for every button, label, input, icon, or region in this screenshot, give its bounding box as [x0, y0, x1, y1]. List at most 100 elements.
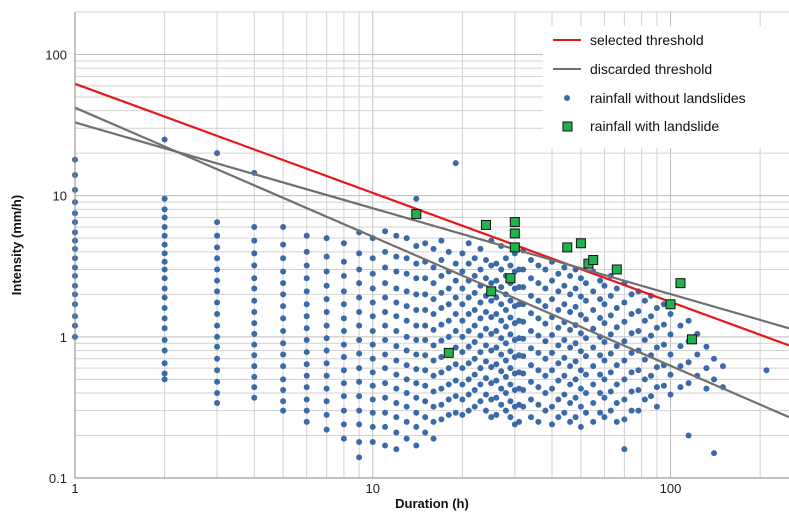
rainfall-without-landslide-point: [280, 351, 287, 358]
rainfall-without-landslide-point: [214, 355, 221, 362]
rainfall-without-landslide-point: [641, 396, 648, 403]
rainfall-without-landslide-point: [303, 262, 310, 269]
rainfall-without-landslide-point: [214, 333, 221, 340]
rainfall-without-landslide-point: [711, 450, 718, 457]
legend-swatch-rainfall-with-landslide: [562, 121, 573, 132]
rainfall-without-landslide-point: [280, 280, 287, 287]
rainfall-without-landslide-point: [597, 296, 604, 303]
rainfall-without-landslide-point: [607, 407, 614, 414]
rainfall-without-landslide-point: [572, 358, 579, 365]
x-axis-title: Duration (h): [395, 496, 469, 511]
rainfall-without-landslide-point: [356, 294, 363, 301]
rainfall-without-landslide-point: [601, 376, 608, 383]
rainfall-without-landslide-point: [621, 338, 628, 345]
rainfall-without-landslide-point: [459, 381, 466, 388]
rainfall-without-landslide-point: [607, 350, 614, 357]
rainfall-without-landslide-point: [488, 396, 495, 403]
rainfall-without-landslide-point: [369, 396, 376, 403]
rainfall-without-landslide-point: [488, 347, 495, 354]
rainfall-without-landslide-point: [577, 423, 584, 430]
rainfall-without-landslide-point: [498, 368, 505, 375]
rainfall-without-landslide-point: [567, 308, 574, 315]
rainfall-without-landslide-point: [280, 241, 287, 248]
rainfall-without-landslide-point: [482, 257, 489, 264]
rainfall-without-landslide-point: [452, 393, 459, 400]
rainfall-without-landslide-point: [323, 360, 330, 367]
rainfall-without-landslide-point: [430, 311, 437, 318]
rainfall-without-landslide-point: [528, 327, 535, 334]
rainfall-without-landslide-point: [161, 376, 168, 383]
rainfall-without-landslide-point: [465, 327, 472, 334]
threshold-line: [74, 121, 789, 330]
rainfall-without-landslide-point: [577, 275, 584, 282]
rainfall-without-landslide-point: [356, 438, 363, 445]
rainfall-without-landslide-point: [214, 367, 221, 374]
rainfall-without-landslide-point: [561, 372, 568, 379]
rainfall-without-landslide-point: [403, 288, 410, 295]
rainfall-without-landslide-point: [459, 317, 466, 324]
rainfall-without-landslide-point: [340, 341, 347, 348]
rainfall-without-landslide-point: [382, 423, 389, 430]
rainfall-without-landslide-point: [452, 327, 459, 334]
rainfall-without-landslide-point: [520, 353, 527, 360]
rainfall-without-landslide-point: [628, 369, 635, 376]
rainfall-without-landslide-point: [677, 363, 684, 370]
rainfall-without-landslide-point: [488, 314, 495, 321]
rainfall-without-landslide-point: [161, 266, 168, 273]
rainfall-without-landslide-point: [601, 357, 608, 364]
rainfall-without-landslide-point: [542, 372, 549, 379]
rainfall-without-landslide-point: [621, 357, 628, 364]
rainfall-without-landslide-point: [493, 377, 500, 384]
rainfall-without-landslide-point: [535, 262, 542, 269]
rainfall-without-landslide-point: [445, 396, 452, 403]
rainfall-without-landslide-point: [493, 344, 500, 351]
rainfall-without-landslide-point: [590, 325, 597, 332]
rainfall-without-landslide-point: [577, 385, 584, 392]
rainfall-without-landslide-point: [413, 195, 420, 202]
rainfall-without-landslide-point: [161, 258, 168, 265]
rainfall-without-landslide-point: [567, 272, 574, 279]
rainfall-without-landslide-point: [280, 407, 287, 414]
rainfall-without-landslide-point: [459, 333, 466, 340]
rainfall-without-landslide-point: [214, 219, 221, 226]
rainfall-without-landslide-point: [403, 270, 410, 277]
rainfall-without-landslide-point: [641, 376, 648, 383]
rainfall-without-landslide-point: [403, 362, 410, 369]
x-tick-labels: 1 10 100: [71, 481, 681, 496]
rainfall-without-landslide-point: [214, 150, 221, 157]
rainfall-without-landslide-point: [403, 390, 410, 397]
rainfall-with-landslide-point: [575, 238, 586, 249]
rainfall-without-landslide-point: [430, 388, 437, 395]
rainfall-without-landslide-point: [413, 409, 420, 416]
rainfall-without-landslide-point: [498, 385, 505, 392]
rainfall-without-landslide-point: [567, 326, 574, 333]
rainfall-without-landslide-point: [303, 361, 310, 368]
rainfall-without-landslide-point: [555, 288, 562, 295]
rainfall-without-landslide-point: [214, 244, 221, 251]
rainfall-without-landslide-point: [303, 325, 310, 332]
rainfall-without-landslide-point: [542, 303, 549, 310]
rainfall-without-landslide-point: [393, 313, 400, 320]
rainfall-without-landslide-point: [535, 401, 542, 408]
rainfall-without-landslide-point: [445, 285, 452, 292]
rainfall-without-landslide-point: [488, 297, 495, 304]
rainfall-without-landslide-point: [613, 343, 620, 350]
rainfall-without-landslide-point: [597, 277, 604, 284]
rainfall-without-landslide-point: [555, 360, 562, 367]
rainfall-without-landslide-point: [577, 330, 584, 337]
rainfall-without-landslide-point: [430, 264, 437, 271]
rainfall-without-landslide-point: [382, 365, 389, 372]
rainfall-without-landslide-point: [628, 349, 635, 356]
rainfall-without-landslide-point: [422, 367, 429, 374]
rainfall-without-landslide-point: [582, 353, 589, 360]
rainfall-without-landslide-point: [251, 297, 258, 304]
rainfall-without-landslide-point: [520, 266, 527, 273]
rainfall-without-landslide-point: [641, 297, 648, 304]
rainfall-without-landslide-point: [493, 361, 500, 368]
rainfall-without-landslide-point: [369, 299, 376, 306]
rainfall-without-landslide-point: [161, 214, 168, 221]
rainfall-without-landslide-point: [493, 260, 500, 267]
rainfall-without-landslide-point: [561, 409, 568, 416]
rainfall-without-landslide-point: [535, 384, 542, 391]
